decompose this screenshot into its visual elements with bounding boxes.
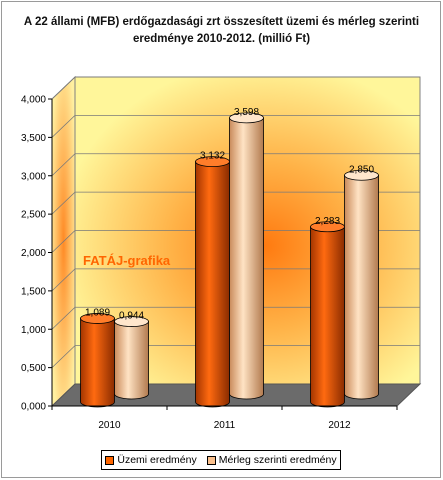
fataj-annotation: FATÁJ-grafika bbox=[83, 253, 171, 268]
bar-body bbox=[310, 226, 345, 408]
legend-label-uzemi: Üzemi eredmény bbox=[117, 454, 197, 466]
y-tick-label: 1,500 bbox=[21, 286, 46, 297]
bar-top bbox=[229, 112, 264, 124]
legend-swatch-uzemi bbox=[105, 455, 115, 465]
bar-top bbox=[80, 313, 115, 324]
chart-title: A 22 állami (MFB) erdőgazdasági zrt össz… bbox=[23, 16, 420, 45]
bar-body bbox=[344, 174, 379, 400]
legend-item-uzemi: Üzemi eredmény bbox=[105, 454, 197, 466]
gridline bbox=[51, 230, 420, 253]
gridline bbox=[51, 153, 420, 177]
gridline bbox=[51, 268, 420, 292]
y-tick-label: 3,500 bbox=[21, 133, 46, 144]
data-label: 3,132 bbox=[200, 151, 225, 162]
x-tick-label: 2010 bbox=[98, 420, 121, 431]
data-label: 2,283 bbox=[315, 216, 340, 227]
value-axis: 0,000 0,500 1,000 1,500 2,000 2,500 3,000 3,500… bbox=[21, 76, 420, 413]
bar-body bbox=[195, 161, 230, 408]
y-tick-label: 0,000 bbox=[21, 402, 46, 413]
y-tick-label: 0,500 bbox=[21, 363, 46, 374]
bar bbox=[80, 313, 115, 408]
data-label: 2,850 bbox=[349, 164, 374, 175]
gridline bbox=[51, 306, 420, 330]
bar bbox=[310, 221, 345, 408]
legend-swatch-merleg bbox=[206, 455, 216, 465]
legend: Üzemi eredmény Mérleg szerinti eredmény bbox=[101, 450, 341, 470]
bar-top bbox=[114, 316, 149, 327]
y-tick-label: 3,000 bbox=[21, 171, 46, 182]
bar bbox=[344, 169, 379, 400]
y-tick-label: 1,000 bbox=[21, 325, 46, 336]
bar bbox=[229, 112, 264, 400]
data-labels: 1,089 0,944 3,132 3,598 2,283 2,850 bbox=[85, 107, 374, 322]
bar bbox=[114, 316, 149, 400]
legend-label-merleg: Mérleg szerinti eredmény bbox=[218, 454, 337, 466]
category-axis: 2010 2011 2012 bbox=[51, 405, 398, 431]
y-tick-label: 4,000 bbox=[21, 95, 46, 106]
x-tick-label: 2012 bbox=[328, 420, 351, 431]
data-label: 3,598 bbox=[234, 107, 259, 118]
y-tick-label: 2,000 bbox=[21, 248, 46, 259]
bar-body bbox=[229, 117, 264, 400]
bar bbox=[195, 156, 230, 408]
data-label: 1,089 bbox=[85, 307, 110, 318]
y-tick-label: 2,500 bbox=[21, 210, 46, 221]
gridline bbox=[51, 191, 420, 215]
gridline bbox=[51, 76, 420, 100]
bar-body bbox=[114, 321, 149, 400]
legend-item-merleg: Mérleg szerinti eredmény bbox=[206, 454, 337, 466]
bar-body bbox=[80, 318, 115, 408]
gridline bbox=[51, 114, 420, 138]
x-tick-label: 2011 bbox=[214, 420, 236, 431]
gridline bbox=[51, 345, 420, 368]
data-label: 0,944 bbox=[119, 311, 144, 322]
bars-group bbox=[80, 112, 379, 408]
bar-top bbox=[344, 169, 379, 181]
